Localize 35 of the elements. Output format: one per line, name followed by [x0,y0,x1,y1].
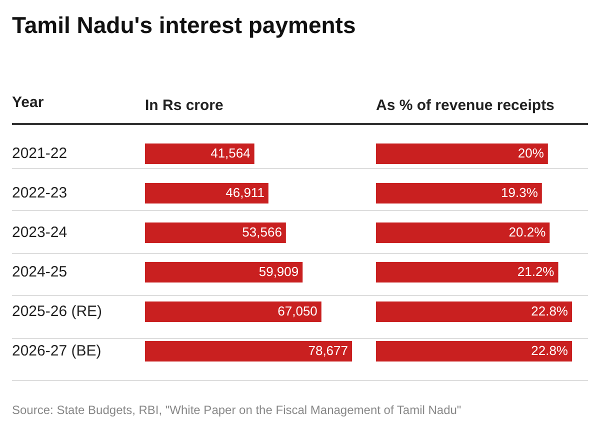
bar [376,340,572,362]
bar [145,182,268,204]
bar [376,143,548,164]
data-label: 21.2% [517,264,555,279]
data-label: 53,566 [242,224,282,240]
y-tick-label: 2025-26 (RE) [12,302,102,320]
bar [145,262,303,283]
data-label: 22.8% [531,342,568,358]
data-label: 46,911 [226,184,264,200]
data-label: 78,677 [308,342,348,358]
x-axis-title: As % of revenue receipts [376,96,556,115]
y-tick-label: 2022-23 [12,184,68,202]
source-note: Source: State Budgets, RBI, "White Paper on the Fiscal Management of Tamil Nadu" [12,402,462,418]
data-label: 22.8% [531,303,568,318]
data-label: 41,564 [210,145,250,160]
bar [376,182,542,204]
chart-title: Tamil Nadu's interest payments [12,12,357,39]
data-label: 19.3% [501,184,538,200]
y-axis-title: Year [12,93,44,112]
data-label: 20.2% [508,224,546,240]
bar [145,340,352,362]
y-tick-label: 2026-27 (BE) [12,342,102,360]
x-axis-title: In Rs crore [145,96,224,115]
bar [376,262,558,283]
bar [145,301,322,322]
y-tick-label: 2023-24 [12,224,68,241]
y-tick-label: 2021-22 [12,144,68,162]
y-tick-label: 2024-25 [12,263,68,280]
bar [145,143,254,164]
bar [376,222,550,244]
data-label: 59,909 [258,264,299,279]
data-label: 20% [518,145,544,160]
bar [376,301,572,322]
bar [145,222,286,244]
data-label: 67,050 [278,303,318,318]
